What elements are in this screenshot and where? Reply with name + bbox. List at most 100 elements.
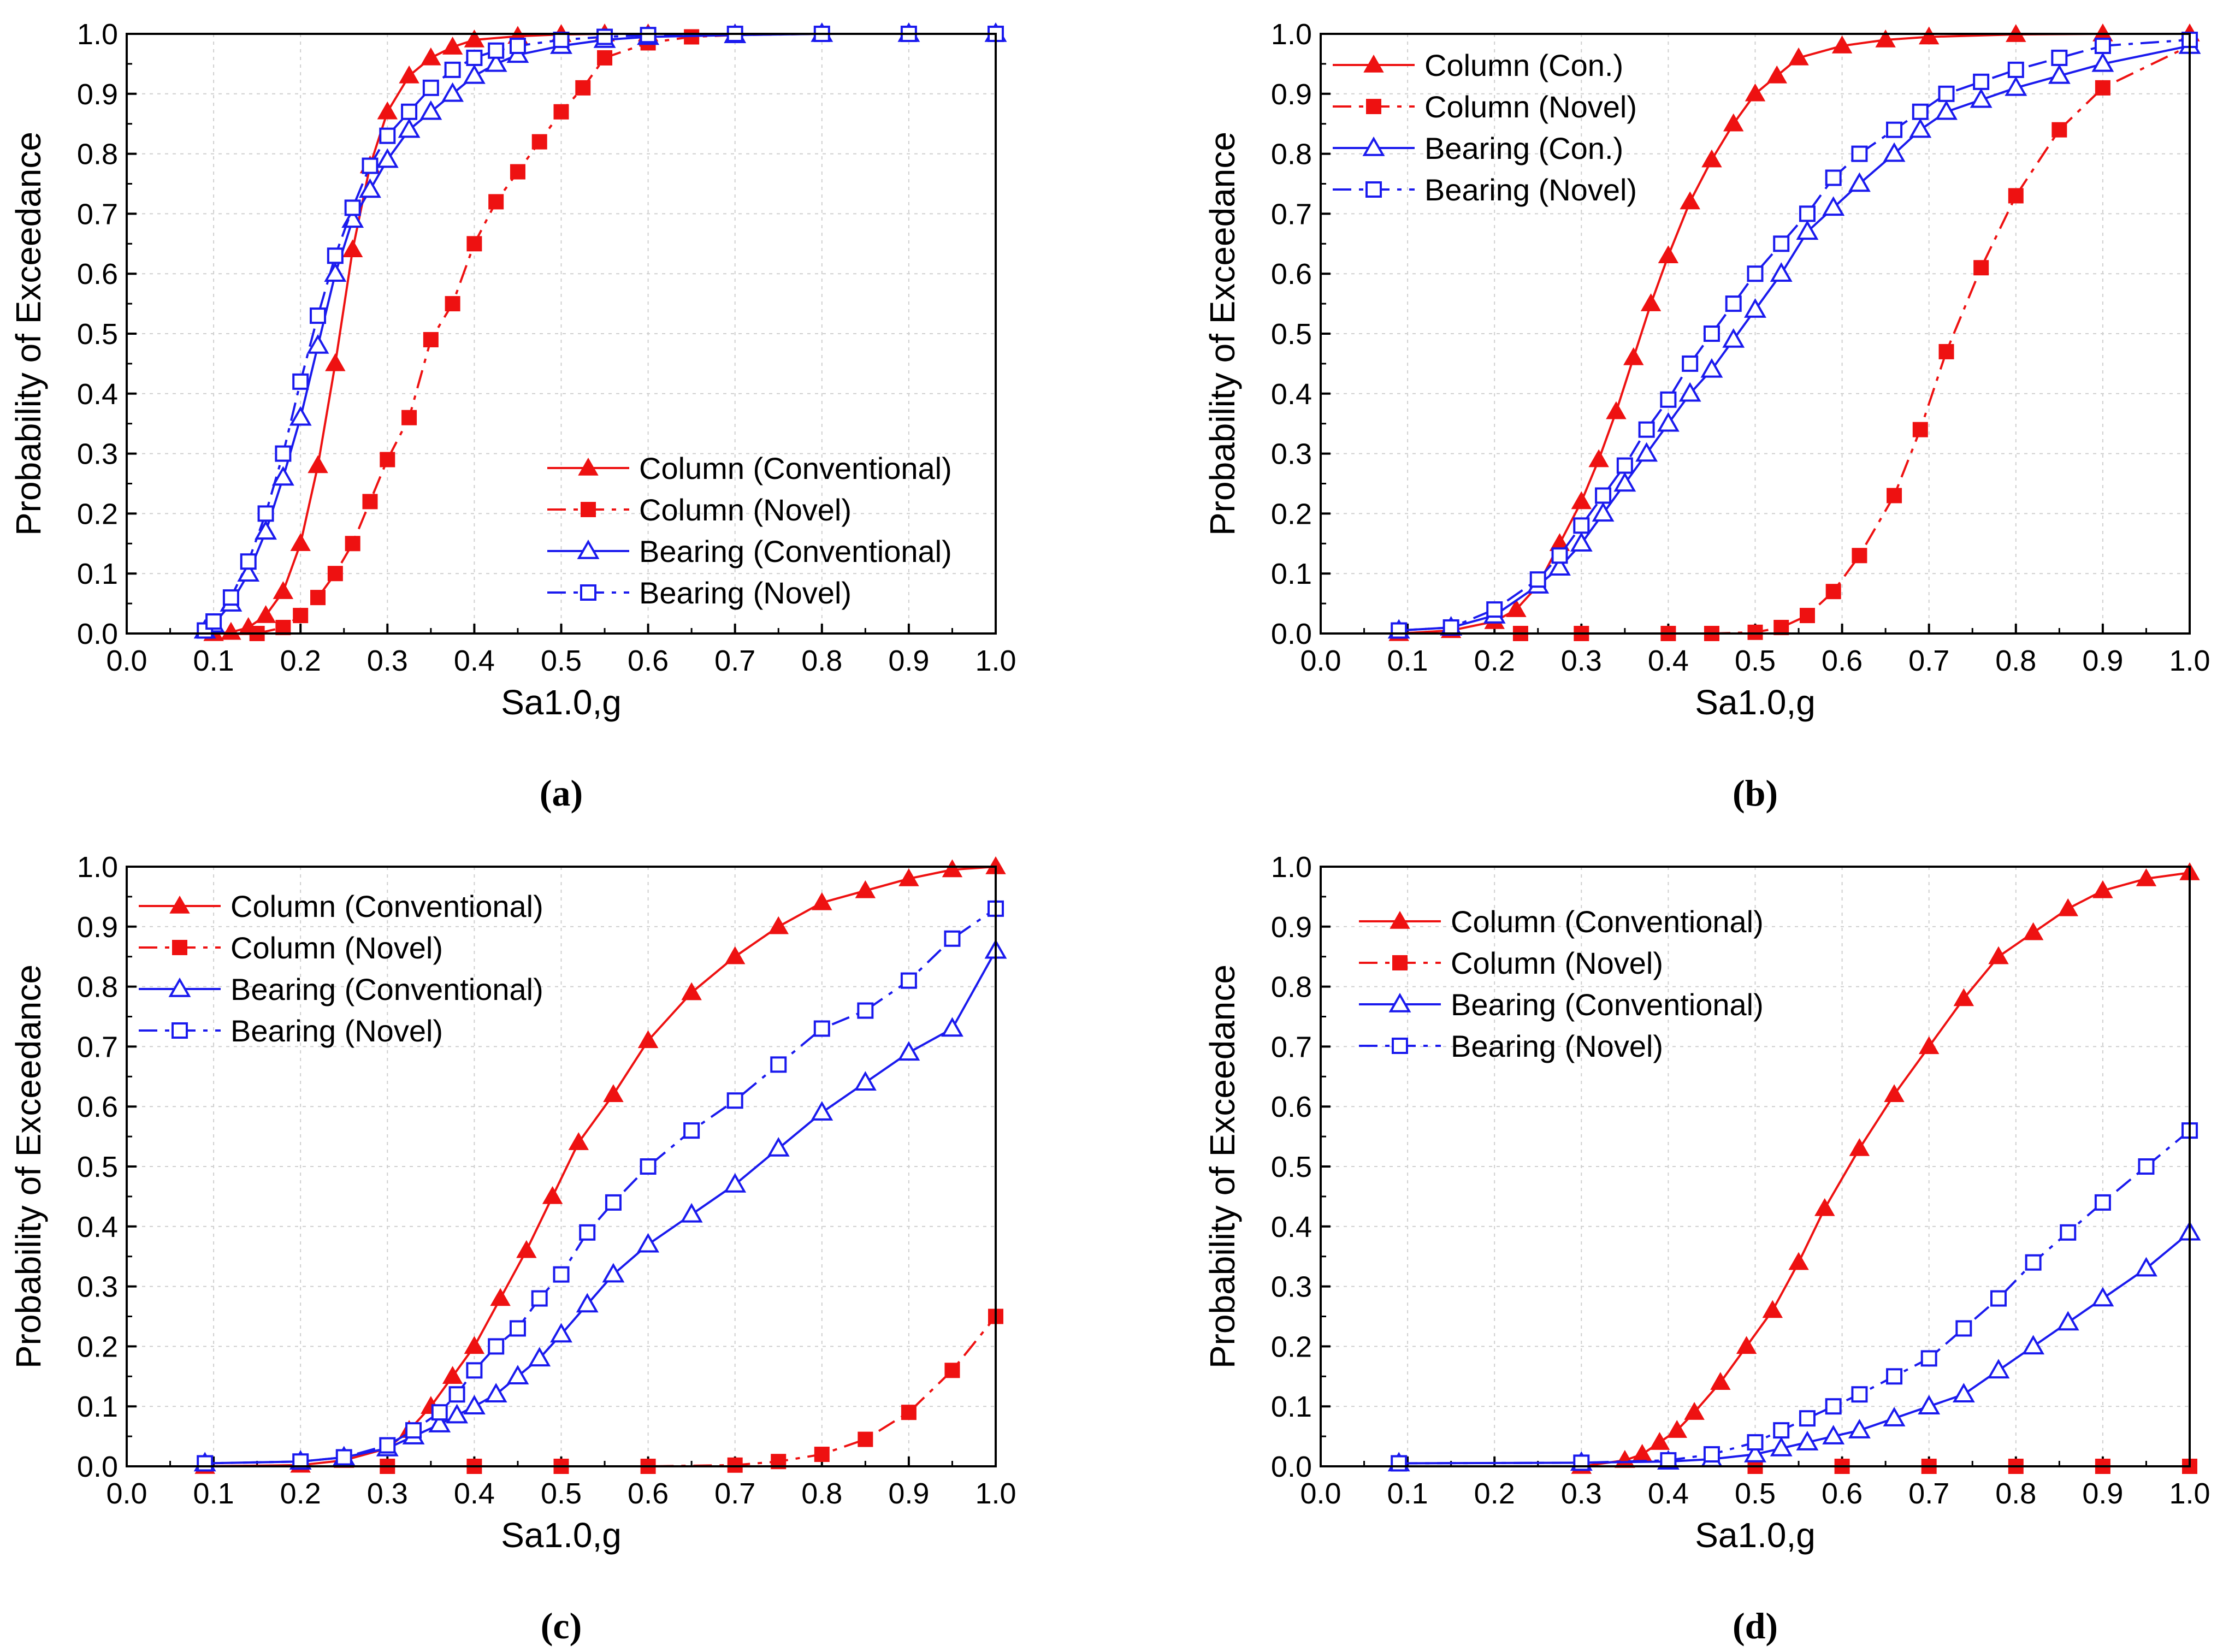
y-tick-label: 0.5 bbox=[1271, 318, 1312, 351]
point-column-con bbox=[490, 1288, 511, 1306]
point-bearing-con bbox=[1722, 328, 1745, 348]
point-bearing-con bbox=[637, 1233, 660, 1253]
point-bearing-novel bbox=[488, 42, 505, 59]
y-tick-label: 0.5 bbox=[77, 318, 118, 351]
point-column-con bbox=[681, 982, 702, 1000]
x-tick-label: 0.5 bbox=[541, 644, 582, 677]
point-bearing-novel bbox=[1825, 1398, 1842, 1415]
x-tick-label: 0.1 bbox=[193, 644, 234, 677]
x-tick-label: 0.1 bbox=[1387, 1477, 1428, 1510]
panel-a-caption: (a) bbox=[540, 772, 583, 814]
point-column-con bbox=[442, 1366, 463, 1384]
point-column-con bbox=[1723, 113, 1744, 132]
y-tick-label: 0.4 bbox=[1271, 1211, 1312, 1244]
point-column-novel bbox=[275, 620, 291, 636]
point-bearing-novel bbox=[531, 1290, 548, 1307]
series-bearing-novel bbox=[197, 900, 1004, 1472]
legend-marker bbox=[1392, 1038, 1408, 1054]
y-tick-label: 0.3 bbox=[1271, 1271, 1312, 1304]
x-tick-label: 0.8 bbox=[801, 644, 842, 677]
panel-c-legend: Column (Conventional) Column (Novel) Beari… bbox=[139, 889, 543, 1048]
y-tick-label: 0.6 bbox=[77, 258, 118, 291]
legend-marker bbox=[1362, 136, 1385, 156]
point-bearing-con bbox=[1848, 172, 1871, 192]
point-column-novel bbox=[1938, 344, 1954, 359]
point-column-novel bbox=[727, 1457, 743, 1473]
point-column-con bbox=[1623, 347, 1644, 365]
y-tick-label: 0.8 bbox=[1271, 971, 1312, 1004]
point-bearing-novel bbox=[379, 127, 396, 144]
point-bearing-con bbox=[1918, 1395, 1941, 1414]
y-tick-label: 0.7 bbox=[77, 1031, 118, 1063]
x-tick-label: 0.3 bbox=[1561, 1477, 1602, 1510]
point-column-novel bbox=[345, 536, 360, 552]
point-bearing-novel bbox=[726, 1092, 743, 1109]
y-tick-label: 0.0 bbox=[77, 1450, 118, 1483]
point-column-con bbox=[442, 37, 463, 55]
panel-d: 0.0 0.1 0.2 0.3 0.4 0.5 0.6 0.7 0.8 0.9 1.0 0.0 0.1 0… bbox=[1203, 851, 2210, 1647]
legend-marker bbox=[577, 539, 600, 559]
point-bearing-con bbox=[1848, 1419, 1871, 1438]
point-bearing-novel bbox=[1573, 517, 1590, 534]
point-column-con bbox=[1762, 1300, 1783, 1318]
point-bearing-con bbox=[854, 1071, 877, 1091]
point-bearing-novel bbox=[1682, 355, 1699, 372]
x-tick-label: 0.6 bbox=[628, 644, 669, 677]
legend-marker bbox=[169, 895, 190, 914]
y-tick-label: 0.8 bbox=[77, 971, 118, 1004]
y-tick-label: 0.9 bbox=[77, 911, 118, 944]
point-column-con bbox=[1684, 1402, 1705, 1420]
point-column-con bbox=[464, 29, 485, 48]
point-bearing-con bbox=[1883, 142, 1906, 162]
point-bearing-con bbox=[1883, 1407, 1906, 1426]
point-bearing-novel bbox=[1703, 325, 1720, 342]
point-column-novel bbox=[510, 164, 525, 180]
x-tick-label: 0.9 bbox=[2082, 1477, 2123, 1510]
point-bearing-con bbox=[550, 1323, 572, 1343]
point-bearing-novel bbox=[444, 61, 461, 78]
point-bearing-con bbox=[941, 1017, 963, 1037]
point-column-con bbox=[255, 605, 276, 623]
point-column-con bbox=[1849, 1138, 1870, 1156]
point-bearing-novel bbox=[488, 1338, 505, 1355]
point-column-novel bbox=[814, 1447, 830, 1462]
legend-label: Column (Novel) bbox=[1424, 90, 1637, 124]
y-tick-label: 0.1 bbox=[1271, 1390, 1312, 1423]
point-column-novel bbox=[2095, 80, 2110, 96]
point-column-novel bbox=[531, 134, 547, 150]
point-bearing-novel bbox=[1442, 619, 1459, 636]
legend-marker bbox=[1366, 99, 1381, 114]
legend-label: Bearing (Novel) bbox=[639, 576, 852, 610]
y-tick-label: 0.7 bbox=[77, 198, 118, 230]
legend-marker bbox=[581, 502, 596, 517]
point-bearing-novel bbox=[579, 1224, 596, 1241]
point-column-con bbox=[325, 353, 346, 371]
x-tick-label: 0.3 bbox=[367, 1477, 408, 1510]
x-tick-label: 0.9 bbox=[888, 644, 929, 677]
point-bearing-con bbox=[1909, 118, 1932, 138]
point-column-con bbox=[464, 1336, 485, 1354]
point-column-con bbox=[1988, 946, 2009, 964]
point-bearing-con bbox=[463, 64, 486, 84]
point-column-novel bbox=[466, 236, 482, 252]
y-tick-label: 0.1 bbox=[77, 558, 118, 590]
point-bearing-novel bbox=[1703, 1446, 1720, 1463]
point-bearing-con bbox=[811, 1101, 833, 1121]
y-tick-label: 0.3 bbox=[77, 1271, 118, 1304]
point-bearing-novel bbox=[509, 37, 526, 54]
x-tick-label: 0.9 bbox=[888, 1477, 929, 1510]
series-line-column-novel bbox=[257, 33, 996, 635]
y-tick-label: 0.3 bbox=[77, 438, 118, 471]
point-bearing-con bbox=[1770, 1437, 1793, 1456]
point-bearing-con bbox=[1570, 532, 1593, 552]
series-line-bearing-novel bbox=[1399, 38, 2190, 632]
x-tick-label: 0.7 bbox=[1908, 644, 1949, 677]
point-column-con bbox=[2092, 880, 2113, 898]
point-bearing-con bbox=[1987, 1359, 2010, 1379]
point-bearing-con bbox=[428, 1413, 451, 1432]
point-column-con bbox=[812, 892, 832, 910]
point-bearing-con bbox=[1970, 88, 1993, 108]
point-column-novel bbox=[1799, 608, 1815, 624]
point-column-con bbox=[1588, 449, 1609, 467]
point-bearing-novel bbox=[770, 1056, 787, 1073]
